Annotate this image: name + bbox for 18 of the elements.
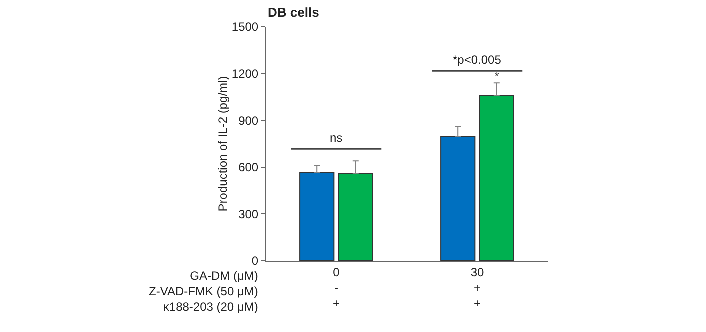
bar xyxy=(300,172,335,261)
y-tick-label: 900 xyxy=(238,114,259,128)
bar xyxy=(338,173,374,261)
annotation: * xyxy=(495,71,500,83)
y-tick-label: 1500 xyxy=(232,20,259,34)
annotation: ns xyxy=(330,131,343,145)
y-tick-label: 0 xyxy=(252,254,259,268)
y-tick-label: 1200 xyxy=(232,67,259,81)
bar xyxy=(440,136,476,261)
x-axis-title: GA-DM (μM) Z-VAD-FMK (50 μM) κ188-203 (20 μM) xyxy=(149,269,258,314)
chart-title: DB cells xyxy=(268,5,320,20)
x-tick-label: 30 + + xyxy=(470,265,484,311)
bar xyxy=(479,95,514,261)
y-tick-label: 600 xyxy=(238,160,259,175)
x-tick-label: 0 - + xyxy=(332,265,340,311)
y-axis-title: Production of IL-2 (pg/ml) xyxy=(216,76,230,212)
y-tick-label: 300 xyxy=(238,207,259,222)
annotation: *p<0.005 xyxy=(453,53,502,67)
